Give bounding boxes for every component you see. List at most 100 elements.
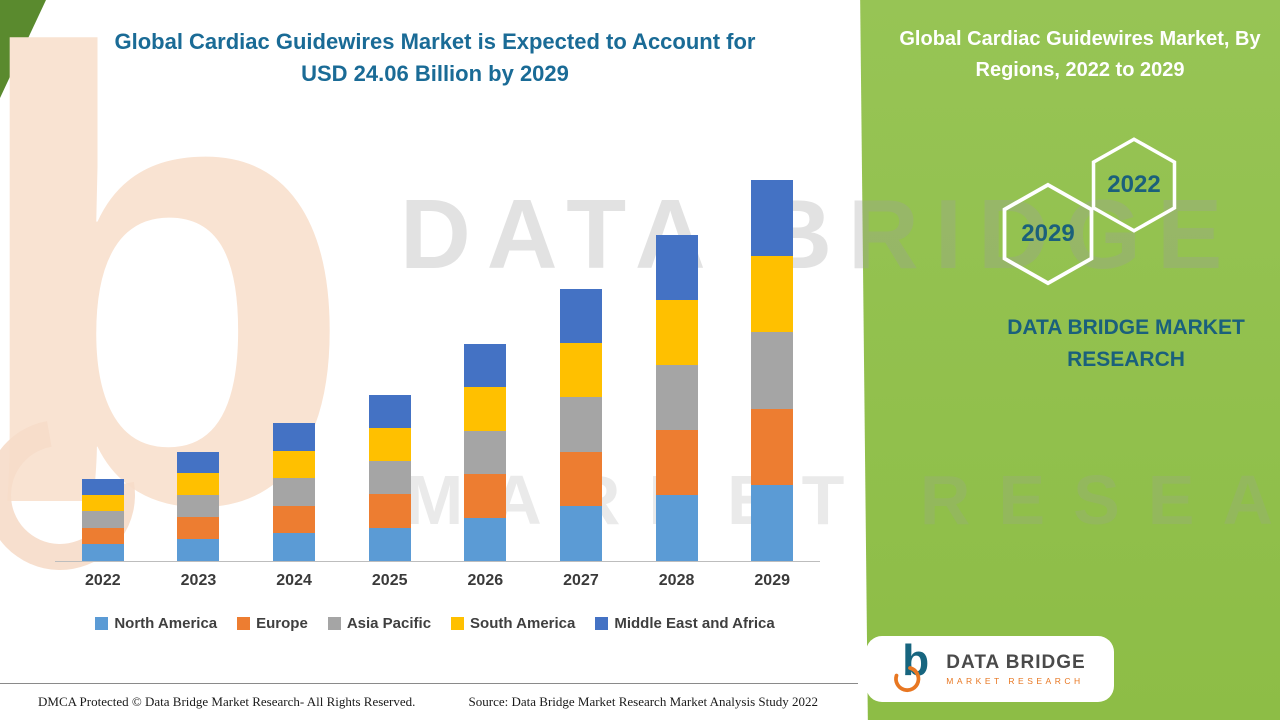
bar-segment-europe — [177, 516, 220, 539]
stacked-bar-2027 — [559, 288, 602, 561]
hexagon-2022-label: 2022 — [1107, 171, 1161, 198]
legend-label: Asia Pacific — [346, 615, 432, 632]
bar-segment-europe — [464, 474, 507, 518]
logo-subtitle: MARKET RESEARCH — [946, 676, 1084, 686]
bar-segment-north-america — [368, 527, 411, 561]
legend-swatch-icon — [327, 617, 341, 630]
bar-segment-asia-pacific — [559, 397, 602, 452]
bar-segment-south-america — [751, 256, 794, 333]
bar-column-2023 — [151, 175, 247, 561]
logo-text-block: DATA BRIDGE MARKET RESEARCH — [946, 652, 1085, 686]
bar-segment-north-america — [559, 506, 602, 561]
bar-segment-north-america — [177, 538, 220, 561]
hexagon-2029: 2029 — [1000, 182, 1096, 286]
bar-segment-asia-pacific — [751, 332, 794, 409]
chart-legend: North America Europe Asia Pacific South Ame… — [40, 615, 830, 632]
bar-segment-south-america — [273, 450, 316, 479]
watermark-text-databridge: DATA BRIDGE — [400, 179, 1239, 289]
bar-segment-asia-pacific — [368, 461, 411, 495]
bar-segment-europe — [655, 430, 698, 496]
bar-segment-north-america — [273, 533, 316, 561]
bar-segment-asia-pacific — [655, 364, 698, 431]
legend-item-north-america: North America — [95, 615, 217, 632]
hexagon-outline-icon — [1091, 137, 1177, 233]
bar-segment-north-america — [464, 517, 507, 561]
bar-column-2024 — [246, 175, 342, 561]
hexagon-2029-label: 2029 — [1021, 220, 1075, 247]
bar-segment-north-america — [655, 495, 698, 561]
bar-segment-south-america — [177, 473, 220, 496]
bar-column-2029 — [724, 175, 820, 561]
bar-column-2022 — [55, 175, 151, 561]
legend-label: Middle East and Africa — [614, 615, 775, 632]
x-label-2022: 2022 — [85, 572, 121, 589]
bar-segment-asia-pacific — [273, 478, 316, 506]
legend-item-europe: Europe — [237, 615, 308, 632]
data-bridge-logo-card: b DATA BRIDGE MARKET RESEARCH — [866, 636, 1114, 702]
legend-label: Europe — [256, 615, 308, 632]
bar-segment-europe — [559, 451, 602, 507]
chart-title: Global Cardiac Guidewires Market is Expe… — [60, 26, 810, 90]
stacked-bar-chart — [55, 175, 820, 562]
legend-label: North America — [114, 615, 218, 632]
x-label-2023: 2023 — [180, 572, 217, 589]
x-label-2024: 2024 — [276, 572, 312, 589]
bar-segment-europe — [368, 494, 411, 528]
bar-column-2026 — [438, 175, 534, 561]
stacked-bar-2029 — [751, 179, 794, 561]
data-bridge-logo-icon: b — [894, 639, 934, 693]
stacked-bar-2026 — [464, 344, 507, 561]
bar-segment-asia-pacific — [464, 430, 507, 475]
bar-column-2027 — [533, 175, 629, 561]
legend-item-middle-east-and-africa: Middle East and Africa — [595, 615, 775, 632]
x-label-2025: 2025 — [371, 572, 408, 589]
legend-swatch-icon — [237, 617, 251, 630]
bar-segment-europe — [751, 408, 794, 485]
bar-segment-middle-east-and-africa — [368, 394, 411, 428]
x-label-2026: 2026 — [467, 572, 504, 589]
bar-segment-middle-east-and-africa — [177, 451, 220, 474]
source-text: Source: Data Bridge Market Research Mark… — [468, 694, 818, 709]
logo-name: DATA BRIDGE — [946, 652, 1086, 673]
bar-segment-middle-east-and-africa — [655, 234, 698, 300]
legend-label: South America — [470, 615, 576, 632]
chart-title-line2: USD 24.06 Billion by 2029 — [301, 60, 569, 86]
stacked-bar-2024 — [273, 423, 316, 561]
bar-segment-asia-pacific — [81, 511, 124, 528]
x-label-2027: 2027 — [563, 572, 599, 589]
chart-title-line1: Global Cardiac Guidewires Market is Expe… — [114, 29, 756, 54]
bar-segment-south-america — [655, 299, 698, 365]
dmca-text: DMCA Protected © Data Bridge Market Rese… — [38, 694, 416, 709]
logo-letter-b: b — [902, 636, 930, 685]
x-label-2029: 2029 — [754, 572, 790, 589]
bar-segment-south-america — [559, 342, 602, 398]
bar-segment-south-america — [368, 427, 411, 462]
legend-swatch-icon — [595, 617, 609, 630]
bar-segment-middle-east-and-africa — [81, 478, 124, 495]
legend-swatch-icon — [95, 617, 109, 630]
logo-orange-swoosh-icon — [894, 666, 921, 693]
brand-text: DATA BRIDGE MARKET RESEARCH — [1007, 316, 1245, 371]
x-label-2028: 2028 — [658, 572, 695, 589]
bar-segment-middle-east-and-africa — [751, 179, 794, 257]
bar-column-2028 — [629, 175, 725, 561]
legend-swatch-icon — [451, 617, 465, 630]
bar-segment-asia-pacific — [177, 495, 220, 517]
footer: DMCA Protected © Data Bridge Market Rese… — [0, 683, 858, 720]
bar-segment-south-america — [81, 494, 124, 512]
bar-segment-north-america — [81, 544, 124, 561]
bar-segment-south-america — [464, 387, 507, 431]
bar-segment-middle-east-and-africa — [273, 423, 316, 451]
bar-column-2025 — [342, 175, 438, 561]
legend-item-asia-pacific: Asia Pacific — [327, 615, 432, 632]
stacked-bar-2022 — [81, 478, 124, 561]
hexagon-outline-icon — [1002, 182, 1094, 286]
bar-segment-north-america — [751, 484, 794, 561]
bar-segment-middle-east-and-africa — [559, 288, 602, 343]
stacked-bar-2028 — [655, 234, 698, 561]
x-axis-labels: 2022 2023 2024 2025 2026 2027 2028 2029 — [55, 572, 820, 590]
watermark-text-marketresearch: MARKET RESEARCH — [405, 461, 1280, 539]
bar-segment-europe — [273, 505, 316, 534]
